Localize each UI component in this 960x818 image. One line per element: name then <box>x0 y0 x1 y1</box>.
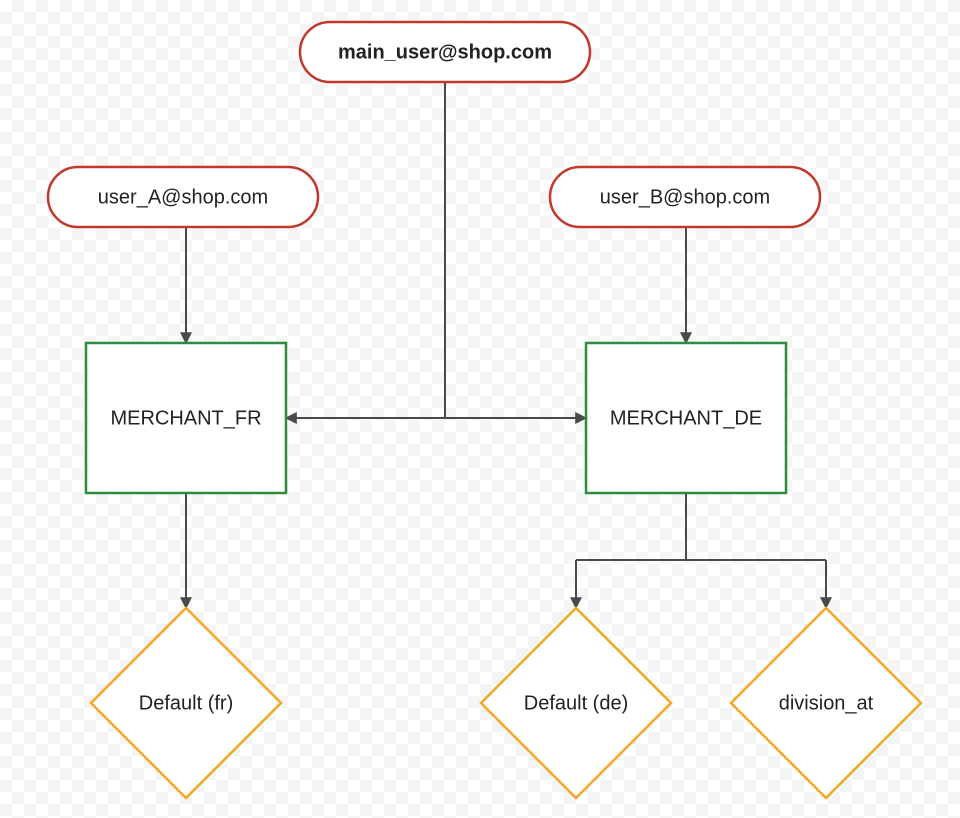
node-default_fr-label: Default (fr) <box>139 692 233 714</box>
node-merchant_fr-label: MERCHANT_FR <box>110 407 261 429</box>
node-merchant_de-label: MERCHANT_DE <box>610 407 762 429</box>
node-division_at: division_at <box>731 608 921 798</box>
diagram-canvas: main_user@shop.com user_A@shop.com user_B@… <box>0 0 960 818</box>
node-main_user-label: main_user@shop.com <box>338 41 552 63</box>
node-merchant_de: MERCHANT_DE <box>586 343 786 493</box>
node-default_de: Default (de) <box>481 608 671 798</box>
node-default_de-label: Default (de) <box>524 692 629 714</box>
node-user_a-label: user_A@shop.com <box>98 186 268 208</box>
flowchart-svg: main_user@shop.com user_A@shop.com user_B@… <box>0 0 960 818</box>
node-default_fr: Default (fr) <box>91 608 281 798</box>
node-merchant_fr: MERCHANT_FR <box>86 343 286 493</box>
node-division_at-label: division_at <box>779 692 874 714</box>
node-user_a: user_A@shop.com <box>48 167 318 227</box>
node-user_b: user_B@shop.com <box>550 167 820 227</box>
node-main_user: main_user@shop.com <box>300 22 590 82</box>
nodes-layer: main_user@shop.com user_A@shop.com user_B@… <box>48 22 921 798</box>
node-user_b-label: user_B@shop.com <box>600 186 770 208</box>
